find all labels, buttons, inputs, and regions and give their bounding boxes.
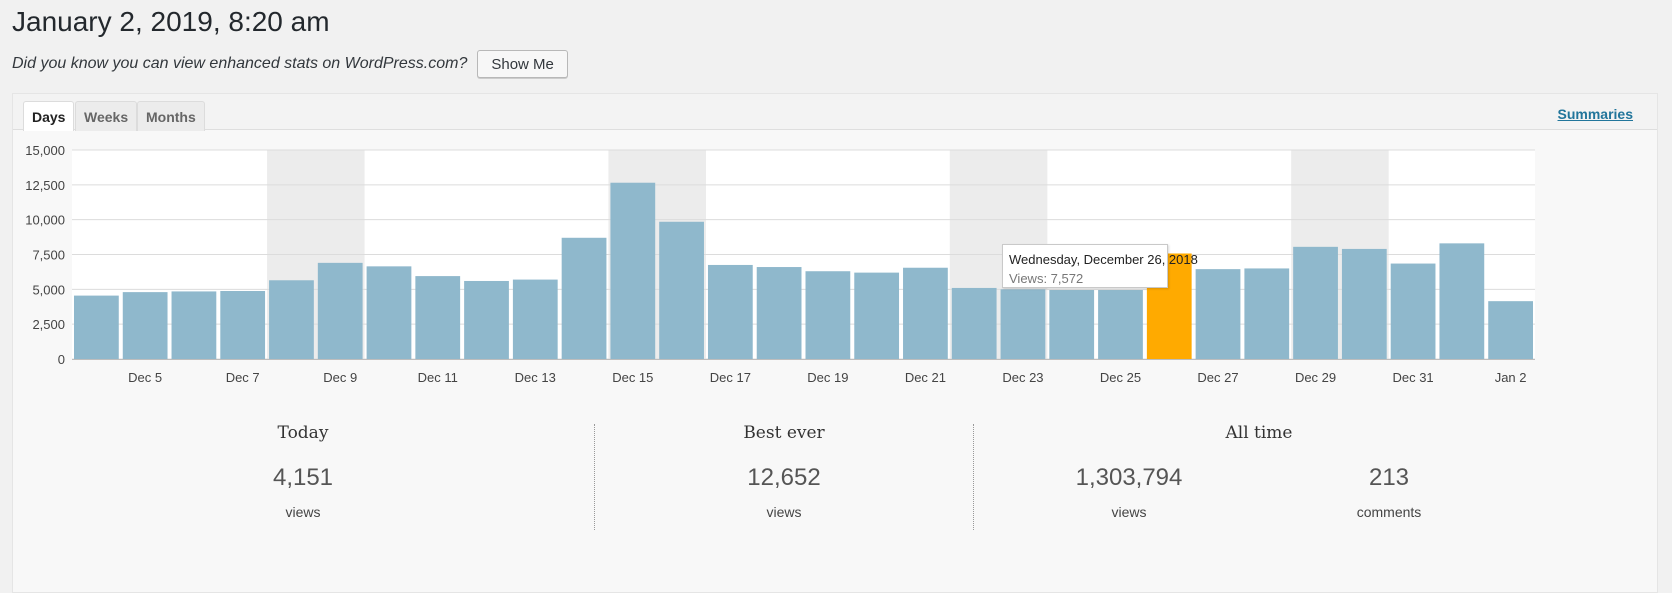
- summary-heading-today: Today: [277, 423, 329, 443]
- tooltip-date: Wednesday, December 26, 2018: [1009, 252, 1198, 267]
- tab-weeks[interactable]: Weeks: [75, 101, 138, 131]
- show-me-button[interactable]: Show Me: [477, 50, 568, 78]
- best-ever-views-number: 12,652: [747, 464, 821, 491]
- bar: [415, 276, 461, 359]
- bar: [366, 266, 412, 359]
- bar: [1000, 289, 1046, 359]
- bar: [269, 280, 314, 359]
- summary-divider: [973, 424, 974, 530]
- bar: [756, 267, 802, 359]
- bar: [464, 280, 509, 359]
- bar: [74, 295, 119, 359]
- bar: [1439, 243, 1485, 359]
- bar: [903, 267, 948, 359]
- x-tick-label: Dec 17: [710, 370, 751, 385]
- x-tick-label: Dec 11: [418, 370, 458, 385]
- y-tick-label: 15,000: [25, 143, 65, 158]
- bar: [1390, 263, 1436, 359]
- y-tick-label: 5,000: [32, 282, 65, 297]
- summary-divider: [594, 424, 595, 530]
- bar: [122, 292, 168, 359]
- period-tab-bar: Days Weeks Months Summaries: [13, 94, 1657, 131]
- x-tick-label: Dec 9: [323, 370, 357, 385]
- stat-best-ever-views: 12,652 views: [595, 464, 973, 520]
- y-tick-label: 10,000: [25, 213, 65, 228]
- bar-tooltip: Wednesday, December 26, 2018 Views: 7,57…: [1002, 244, 1198, 288]
- summary-all-time: All time 1,303,794 views 213 comments: [974, 416, 1544, 522]
- bar: [317, 262, 363, 359]
- bar: [171, 291, 217, 359]
- bar: [805, 271, 851, 359]
- bar: [561, 237, 607, 359]
- bar: [707, 264, 753, 359]
- x-tick-label: Dec 15: [612, 370, 653, 385]
- stat-all-time-views: 1,303,794 views: [1044, 464, 1214, 520]
- stat-today-views: 4,151 views: [13, 464, 593, 520]
- bar: [220, 291, 266, 359]
- today-views-label: views: [285, 504, 321, 520]
- summary-heading-all-time: All time: [1225, 423, 1293, 443]
- x-tick-label: Dec 5: [128, 370, 162, 385]
- bar: [1293, 246, 1338, 359]
- enhanced-stats-promo: Did you know you can view enhanced stats…: [12, 50, 568, 78]
- summary-best-ever: Best ever 12,652 views: [595, 416, 973, 522]
- bar: [1098, 290, 1143, 359]
- x-tick-label: Dec 31: [1392, 370, 1433, 385]
- summaries-link[interactable]: Summaries: [1557, 106, 1633, 122]
- x-tick-label: Dec 25: [1100, 370, 1141, 385]
- y-tick-label: 12,500: [25, 178, 65, 193]
- all-time-comments-number: 213: [1368, 464, 1410, 491]
- stats-panel: Days Weeks Months Summaries 0 2,500 5,000 7…: [12, 93, 1658, 593]
- all-time-views-label: views: [1111, 504, 1147, 520]
- tooltip-views: Views: 7,572: [1009, 271, 1084, 286]
- promo-text: Did you know you can view enhanced stats…: [12, 55, 468, 72]
- x-tick-label: Jan 2: [1495, 370, 1527, 385]
- best-ever-views-label: views: [766, 504, 802, 520]
- x-tick-label: Dec 29: [1295, 370, 1336, 385]
- tab-months[interactable]: Months: [137, 101, 205, 131]
- bar: [1195, 269, 1241, 359]
- x-tick-label: Dec 21: [905, 370, 946, 385]
- stat-all-time-comments: 213 comments: [1324, 464, 1454, 520]
- x-tick-label: Dec 13: [515, 370, 556, 385]
- bar: [1488, 301, 1533, 359]
- y-tick-label: 0: [58, 352, 65, 367]
- bar: [1341, 248, 1387, 359]
- stats-summary: Today 4,151 views Best ever 12,652 views…: [13, 416, 1657, 530]
- x-tick-label: Dec 7: [226, 370, 260, 385]
- bar: [854, 272, 900, 359]
- bar: [610, 182, 656, 359]
- summary-today: Today 4,151 views: [13, 416, 593, 522]
- bar: [512, 279, 558, 359]
- y-tick-label: 7,500: [32, 248, 65, 263]
- x-tick-label: Dec 19: [807, 370, 848, 385]
- summary-heading-best-ever: Best ever: [743, 423, 825, 443]
- bar: [951, 287, 997, 359]
- bar: [1049, 290, 1095, 359]
- bar: [1244, 268, 1290, 359]
- today-views-number: 4,151: [272, 464, 334, 491]
- views-bar-chart: 0 2,500 5,000 7,500 10,000 12,500 15,000 Dec 5 D…: [25, 143, 1535, 385]
- page-title: January 2, 2019, 8:20 am: [12, 6, 330, 37]
- x-tick-label: Dec 23: [1002, 370, 1043, 385]
- bar: [659, 221, 704, 359]
- x-tick-label: Dec 27: [1197, 370, 1238, 385]
- all-time-comments-label: comments: [1356, 504, 1422, 520]
- y-tick-label: 2,500: [32, 317, 65, 332]
- all-time-views-number: 1,303,794: [1075, 464, 1183, 491]
- tab-days[interactable]: Days: [23, 101, 75, 131]
